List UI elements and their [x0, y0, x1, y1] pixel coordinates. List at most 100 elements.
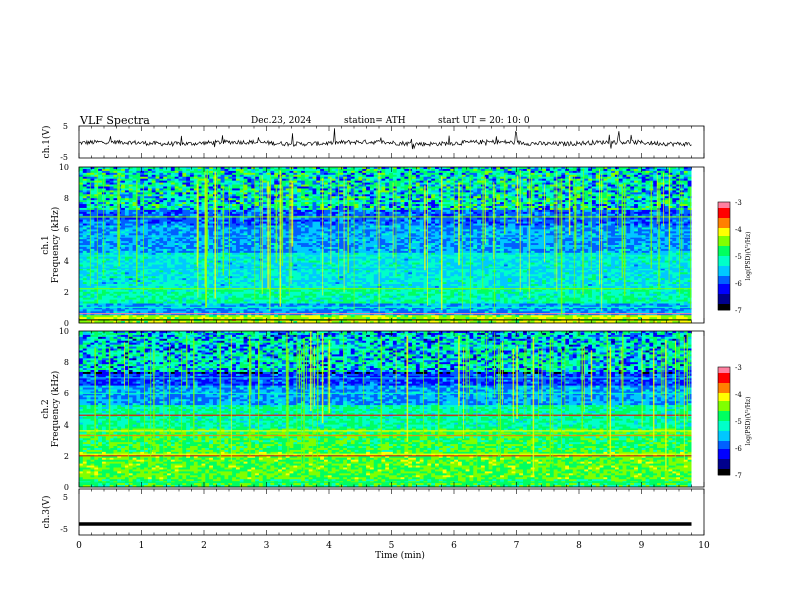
spectrogram-cell — [140, 313, 145, 316]
spectrogram-cell — [128, 231, 133, 234]
spectrogram-cell — [82, 262, 88, 265]
spectrogram-cell — [105, 186, 111, 189]
spectrogram-cell — [136, 194, 141, 197]
spectrogram-cell — [132, 270, 137, 273]
spectrogram-cell — [140, 272, 145, 275]
spectrogram-cell — [117, 291, 122, 295]
spectrogram-cell — [82, 311, 88, 314]
spectrogram-cell — [128, 213, 133, 217]
spectrogram-cell — [101, 299, 107, 302]
spectrogram-cell — [90, 311, 95, 314]
spectrogram-cell — [113, 172, 118, 176]
spectrogram-cell — [109, 219, 114, 222]
spectrogram-cell — [82, 276, 88, 279]
spectrogram-cell — [105, 235, 111, 238]
spectrogram-cell — [147, 309, 153, 312]
spectrogram-cell — [98, 168, 103, 172]
spectrogram-cell — [117, 266, 122, 269]
spectrogram-cell — [109, 274, 114, 277]
spectrogram-cell — [132, 174, 137, 178]
spectrogram-cell — [136, 272, 141, 275]
spectrogram-cell — [147, 167, 153, 170]
spectrogram-cell — [113, 211, 118, 215]
spectrogram-cell — [109, 295, 114, 299]
spectrogram-cell — [94, 227, 99, 230]
spectrogram-cell — [124, 211, 130, 215]
spectrogram-cell — [147, 285, 153, 289]
spectrogram-cell — [79, 268, 84, 271]
spectrogram-cell — [128, 192, 133, 195]
spectrogram-cell — [90, 270, 95, 273]
spectrogram-cell — [128, 309, 133, 312]
spectrogram-cell — [79, 301, 84, 304]
spectrogram-cell — [117, 284, 122, 287]
spectrogram-cell — [132, 194, 137, 197]
spectrogram-cell — [121, 176, 126, 180]
spectrogram-cell — [136, 317, 141, 320]
spectrogram-cell — [109, 170, 114, 174]
spectrogram-cell — [109, 250, 114, 254]
spectrogram-cell — [132, 272, 137, 275]
spectrogram-cell — [121, 229, 126, 232]
spectrogram-cell — [90, 200, 95, 203]
spectrogram-cell — [82, 252, 88, 256]
spectrogram-cell — [147, 211, 153, 215]
spectrogram-cell — [82, 170, 88, 174]
spectrogram-cell — [128, 307, 133, 310]
spectrogram-cell — [90, 241, 95, 244]
spectrogram-cell — [144, 309, 149, 312]
spectrogram-cell — [124, 206, 130, 209]
spectrogram-cell — [113, 184, 118, 187]
spectrogram-cell — [132, 196, 137, 199]
spectrogram-cell — [132, 274, 137, 277]
spectrogram-cell — [136, 190, 141, 193]
spectrogram-cell — [128, 221, 133, 224]
spectrogram-cell — [117, 293, 122, 297]
station-label: station= ATH — [344, 116, 406, 126]
spectrogram-cell — [105, 297, 111, 300]
spectrogram-cell — [121, 268, 126, 271]
spectrogram-cell — [144, 174, 149, 178]
spectrogram-cell — [86, 196, 91, 199]
spectrogram-cell — [82, 245, 88, 248]
spectrogram-cell — [144, 176, 149, 180]
spectrogram-cell — [113, 168, 118, 172]
spectrogram-cell — [121, 264, 126, 267]
spectrogram-cell — [147, 303, 153, 306]
spectrogram-cell — [94, 280, 99, 283]
spectrogram-cell — [82, 250, 88, 254]
spectrogram-cell — [109, 311, 114, 314]
spectrogram-cell — [124, 276, 130, 279]
spectrogram-cell — [113, 209, 118, 213]
spectrogram-cell — [121, 227, 126, 230]
spectrogram-cell — [86, 192, 91, 195]
spectrogram-cell — [82, 209, 88, 213]
spectrogram-cell — [128, 225, 133, 228]
spectrogram-cell — [144, 167, 149, 170]
spectrogram-cell — [140, 301, 145, 304]
spectrogram-cell — [94, 307, 99, 310]
spectrogram-cell — [109, 235, 114, 238]
spectrogram-cell — [109, 194, 114, 197]
spectrogram-cell — [140, 243, 145, 246]
spectrogram-cell — [117, 268, 122, 271]
spectrogram-cell — [136, 229, 141, 232]
spectrogram-cell — [132, 307, 137, 310]
spectrogram-cell — [90, 223, 95, 226]
spectrogram-cell — [132, 167, 137, 170]
spectrogram-cell — [105, 241, 111, 244]
spectrogram-cell — [90, 219, 95, 222]
spectrogram-cell — [82, 301, 88, 304]
spectrogram-cell — [132, 278, 137, 281]
spectrogram-cell — [105, 233, 111, 236]
spectrogram-cell — [98, 293, 103, 297]
spectrogram-cell — [121, 311, 126, 314]
spectrogram-cell — [101, 301, 107, 304]
spectrogram-cell — [98, 176, 103, 180]
spectrogram-cell — [82, 172, 88, 176]
spectrogram-cell — [147, 313, 153, 316]
spectrogram-cell — [109, 233, 114, 236]
spectrogram-cell — [98, 262, 103, 265]
spectrogram-cell — [136, 206, 141, 209]
